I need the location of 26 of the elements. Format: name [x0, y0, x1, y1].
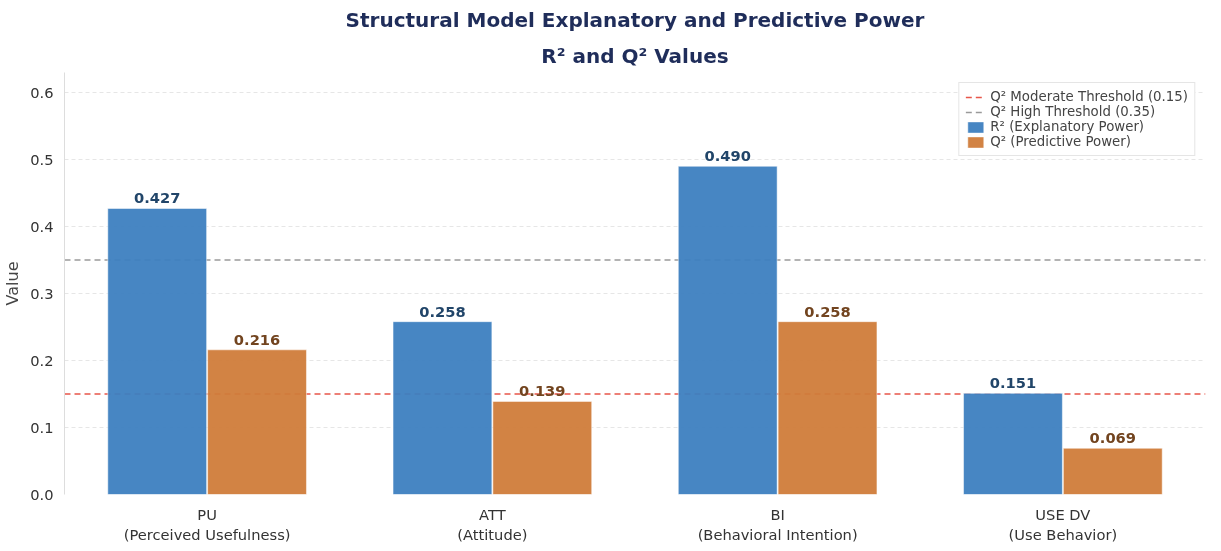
legend-label: Q² (Predictive Power) [990, 134, 1131, 149]
data-label: 0.490 [704, 147, 751, 165]
data-label: 0.258 [419, 302, 466, 320]
y-tick-label: 0.6 [30, 83, 54, 101]
y-tick-label: 0.2 [30, 351, 54, 369]
y-tick-label: 0.0 [30, 485, 54, 503]
chart-title: Structural Model Explanatory and Predictive Power [345, 7, 925, 32]
legend-label: Q² Moderate Threshold (0.15) [990, 89, 1188, 104]
data-label: 0.427 [134, 189, 181, 207]
x-tick-label: BI (Behavioral Intention) [697, 505, 858, 543]
y-tick-label: 0.5 [30, 150, 54, 168]
data-label: 0.139 [519, 382, 566, 400]
data-label: 0.258 [804, 302, 851, 320]
y-tick-label: 0.3 [30, 284, 54, 302]
data-label: 0.216 [233, 330, 281, 348]
x-tick-label: ATT (Attitude) [457, 505, 528, 543]
y-axis-title: Value [3, 261, 23, 306]
data-label: 0.151 [989, 374, 1037, 392]
y-tick-label: 0.1 [30, 418, 54, 436]
legend-label: R² (Explanatory Power) [990, 119, 1145, 134]
chart-subtitle: R² and Q² Values [541, 43, 729, 68]
data-label: 0.069 [1089, 429, 1136, 447]
x-tick-label: USE DV (Use Behavior) [1008, 505, 1118, 543]
legend-label: Q² High Threshold (0.35) [990, 104, 1156, 119]
x-tick-label: PU (Perceived Usefulness) [123, 505, 291, 543]
y-tick-label: 0.4 [30, 217, 54, 235]
